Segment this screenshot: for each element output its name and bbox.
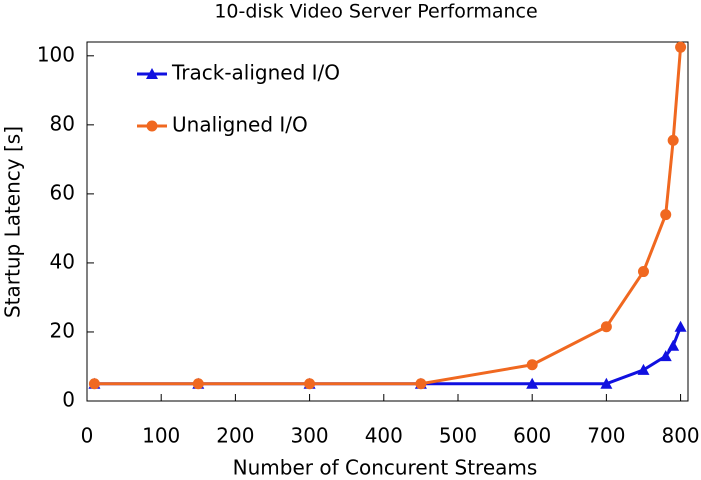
marker (660, 209, 672, 221)
x-tick-label: 0 (81, 424, 94, 448)
legend-label: Track-aligned I/O (171, 61, 340, 85)
marker (526, 359, 538, 371)
y-tick-label: 60 (50, 180, 75, 204)
y-tick-label: 40 (50, 249, 75, 273)
y-tick-label: 20 (50, 318, 75, 342)
legend-label: Unaligned I/O (172, 113, 308, 137)
marker (600, 321, 612, 333)
x-tick-label: 500 (439, 424, 477, 448)
y-tick-label: 80 (50, 111, 75, 135)
marker (526, 377, 539, 389)
marker (667, 339, 680, 351)
marker (675, 41, 687, 53)
y-tick-label: 100 (37, 42, 75, 66)
x-tick-label: 300 (290, 424, 328, 448)
marker (192, 378, 204, 390)
marker (637, 266, 649, 278)
marker (667, 134, 679, 146)
x-tick-label: 800 (661, 424, 699, 448)
x-tick-label: 200 (216, 424, 254, 448)
x-tick-label: 400 (365, 424, 403, 448)
marker (600, 377, 613, 389)
x-tick-label: 700 (587, 424, 625, 448)
x-tick-label: 600 (513, 424, 551, 448)
x-tick-label: 100 (142, 424, 180, 448)
chart-title: 10-disk Video Server Performance (214, 1, 537, 23)
marker (415, 378, 427, 390)
x-axis-label: Number of Concurent Streams (233, 456, 538, 480)
marker (88, 378, 100, 390)
series-line (94, 47, 683, 386)
marker (659, 350, 672, 362)
plot-frame (86, 41, 689, 402)
legend-marker (146, 68, 158, 79)
marker (304, 378, 316, 390)
y-tick-label: 0 (62, 388, 75, 412)
marker (674, 320, 687, 332)
y-axis-label: Startup Latency [s] (1, 126, 25, 318)
legend-marker (146, 120, 158, 132)
marker (637, 363, 650, 375)
